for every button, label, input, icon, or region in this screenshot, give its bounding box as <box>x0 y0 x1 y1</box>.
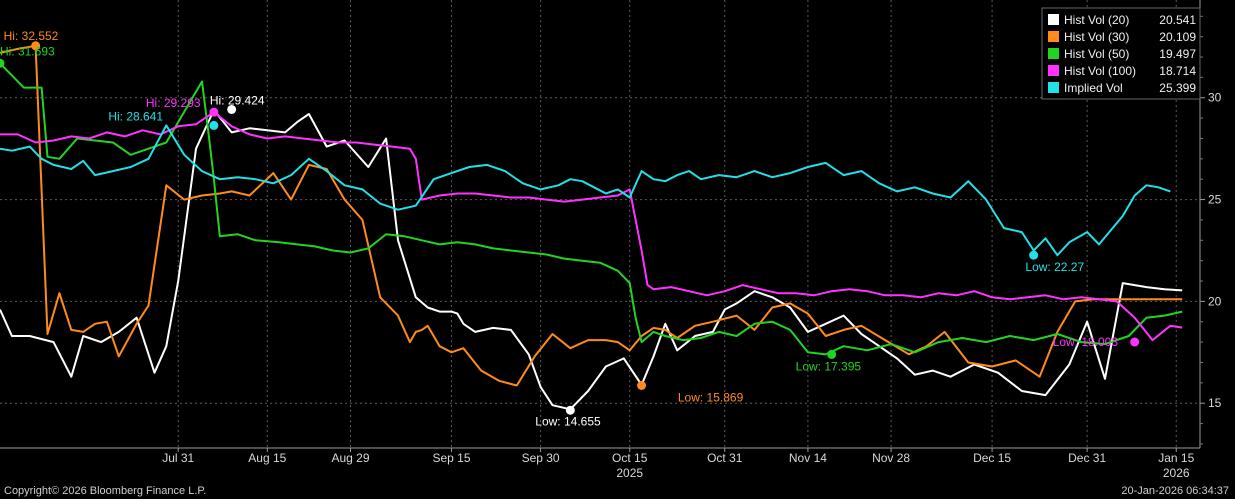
extreme-point-marker <box>565 405 575 415</box>
legend-series-name: Hist Vol (20) <box>1064 13 1129 27</box>
legend-series-name: Implied Vol <box>1064 81 1123 95</box>
extreme-point-marker <box>1029 250 1039 260</box>
y-tick-label: 20 <box>1208 294 1222 308</box>
legend-swatch <box>1048 48 1059 59</box>
x-tick-label: Sep 15 <box>432 451 470 465</box>
extreme-point-marker <box>637 381 647 391</box>
copyright-text: Copyright© 2026 Bloomberg Finance L.P. <box>4 485 207 497</box>
annotation-label: Low: 18.003 <box>1053 335 1119 349</box>
x-tick-label: Jul 31 <box>162 451 194 465</box>
series-line-2 <box>0 62 1183 356</box>
x-tick-label: Aug 15 <box>248 451 286 465</box>
annotation-label: Hi: 29.293 <box>146 96 201 110</box>
legend: Hist Vol (20) 20.541 Hist Vol (30) 20.109 Hi… <box>1041 7 1201 100</box>
extreme-point-marker <box>209 107 219 117</box>
legend-series-name: Hist Vol (50) <box>1064 47 1129 61</box>
x-tick-label: Oct 31 <box>707 451 743 465</box>
y-tick-label: 25 <box>1208 193 1222 207</box>
legend-last-value: 18.714 <box>1159 64 1196 78</box>
legend-swatch <box>1048 31 1059 42</box>
x-tick-label: Dec 31 <box>1068 451 1106 465</box>
legend-last-value: 20.541 <box>1159 13 1196 27</box>
x-tick-label: Oct 15 <box>612 451 648 465</box>
y-tick-label: 30 <box>1208 91 1222 105</box>
annotation-label: Low: 22.27 <box>1025 260 1084 274</box>
year-label: 2025 <box>616 466 643 480</box>
extreme-point-marker <box>209 120 219 130</box>
annotation-label: Low: 15.869 <box>678 391 744 405</box>
legend-last-value: 20.109 <box>1159 30 1196 44</box>
legend-box <box>1041 7 1201 100</box>
grid <box>0 0 1200 448</box>
legend-last-value: 19.497 <box>1159 47 1196 61</box>
annotation-label: Hi: 31.693 <box>0 44 55 58</box>
legend-swatch <box>1048 82 1059 93</box>
x-tick-label: Nov 14 <box>789 451 827 465</box>
x-tick-label: Aug 29 <box>331 451 369 465</box>
x-tick-label: Nov 28 <box>872 451 910 465</box>
series-line-4 <box>0 124 1171 257</box>
series-line-1 <box>0 44 1183 387</box>
legend-last-value: 25.399 <box>1159 81 1196 95</box>
series-line-0 <box>0 109 1183 411</box>
x-tick-label: Jan 15 <box>1158 451 1194 465</box>
annotation-label: Low: 17.395 <box>796 359 862 373</box>
legend-series-name: Hist Vol (100) <box>1064 64 1136 78</box>
x-tick-label: Sep 30 <box>522 451 560 465</box>
y-tick-label: 15 <box>1208 396 1222 410</box>
extreme-point-marker <box>0 58 5 68</box>
legend-swatch <box>1048 14 1059 25</box>
extreme-point-marker <box>31 41 41 51</box>
extreme-point-marker <box>227 104 237 114</box>
annotation-label: Low: 14.655 <box>535 414 601 428</box>
extreme-point-marker <box>1130 337 1140 347</box>
annotation-label: Hi: 32.552 <box>4 29 59 43</box>
legend-swatch <box>1048 65 1059 76</box>
annotation-points <box>0 41 1140 415</box>
legend-series-name: Hist Vol (30) <box>1064 30 1129 44</box>
annotation-label: Hi: 29.424 <box>210 93 265 107</box>
x-tick-label: Dec 15 <box>973 451 1011 465</box>
year-label: 2026 <box>1163 466 1190 480</box>
annotation-label: Hi: 28.641 <box>108 109 163 123</box>
extreme-point-marker <box>827 349 837 359</box>
timestamp-text: 20-Jan-2026 06:34:37 <box>1121 485 1229 497</box>
